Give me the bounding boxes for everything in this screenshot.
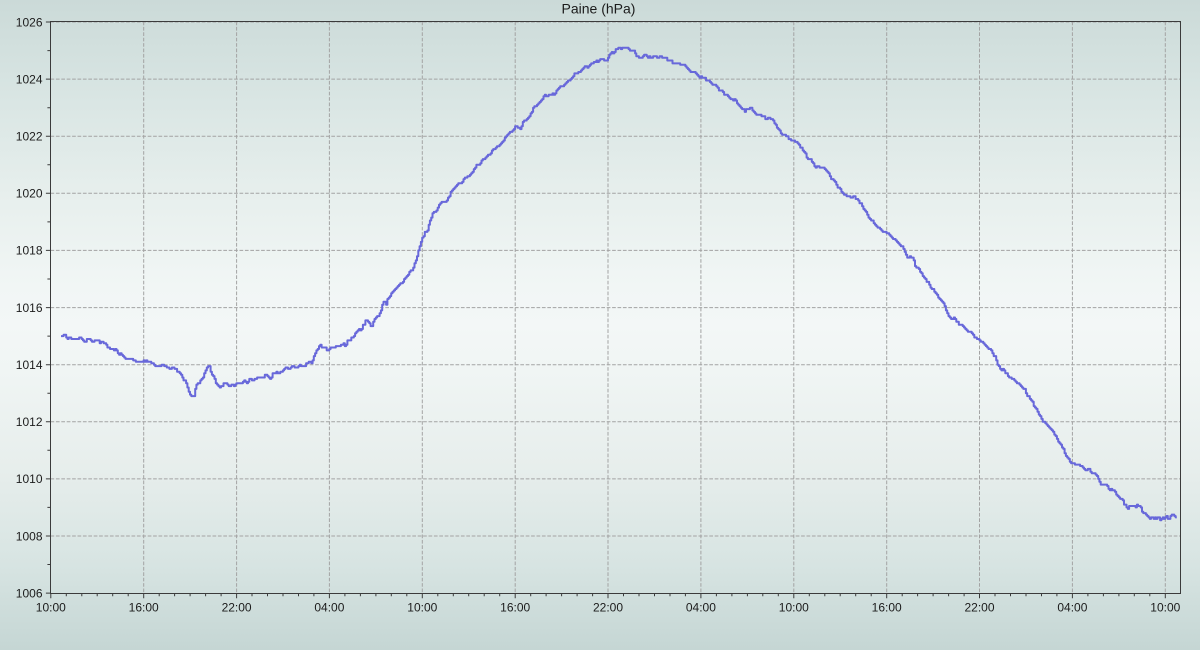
svg-text:22:00: 22:00 (593, 601, 623, 615)
svg-text:04:00: 04:00 (686, 601, 716, 615)
svg-text:16:00: 16:00 (500, 601, 530, 615)
svg-text:10:00: 10:00 (36, 601, 66, 615)
svg-text:1012: 1012 (16, 415, 43, 429)
svg-text:1008: 1008 (16, 529, 43, 543)
svg-text:04:00: 04:00 (314, 601, 344, 615)
svg-text:1026: 1026 (16, 15, 43, 29)
svg-text:10:00: 10:00 (779, 601, 809, 615)
svg-text:1010: 1010 (16, 472, 43, 486)
svg-text:1016: 1016 (16, 301, 43, 315)
svg-text:22:00: 22:00 (222, 601, 252, 615)
svg-text:1024: 1024 (16, 72, 43, 86)
svg-text:1014: 1014 (16, 358, 43, 372)
svg-text:1006: 1006 (16, 586, 43, 600)
svg-text:1020: 1020 (16, 187, 43, 201)
svg-text:22:00: 22:00 (964, 601, 994, 615)
svg-text:10:00: 10:00 (1150, 601, 1180, 615)
svg-text:16:00: 16:00 (872, 601, 902, 615)
svg-text:1018: 1018 (16, 244, 43, 258)
svg-text:1022: 1022 (16, 130, 43, 144)
svg-text:16:00: 16:00 (129, 601, 159, 615)
svg-text:04:00: 04:00 (1057, 601, 1087, 615)
svg-text:10:00: 10:00 (407, 601, 437, 615)
svg-text:Paine (hPa): Paine (hPa) (562, 1, 636, 17)
